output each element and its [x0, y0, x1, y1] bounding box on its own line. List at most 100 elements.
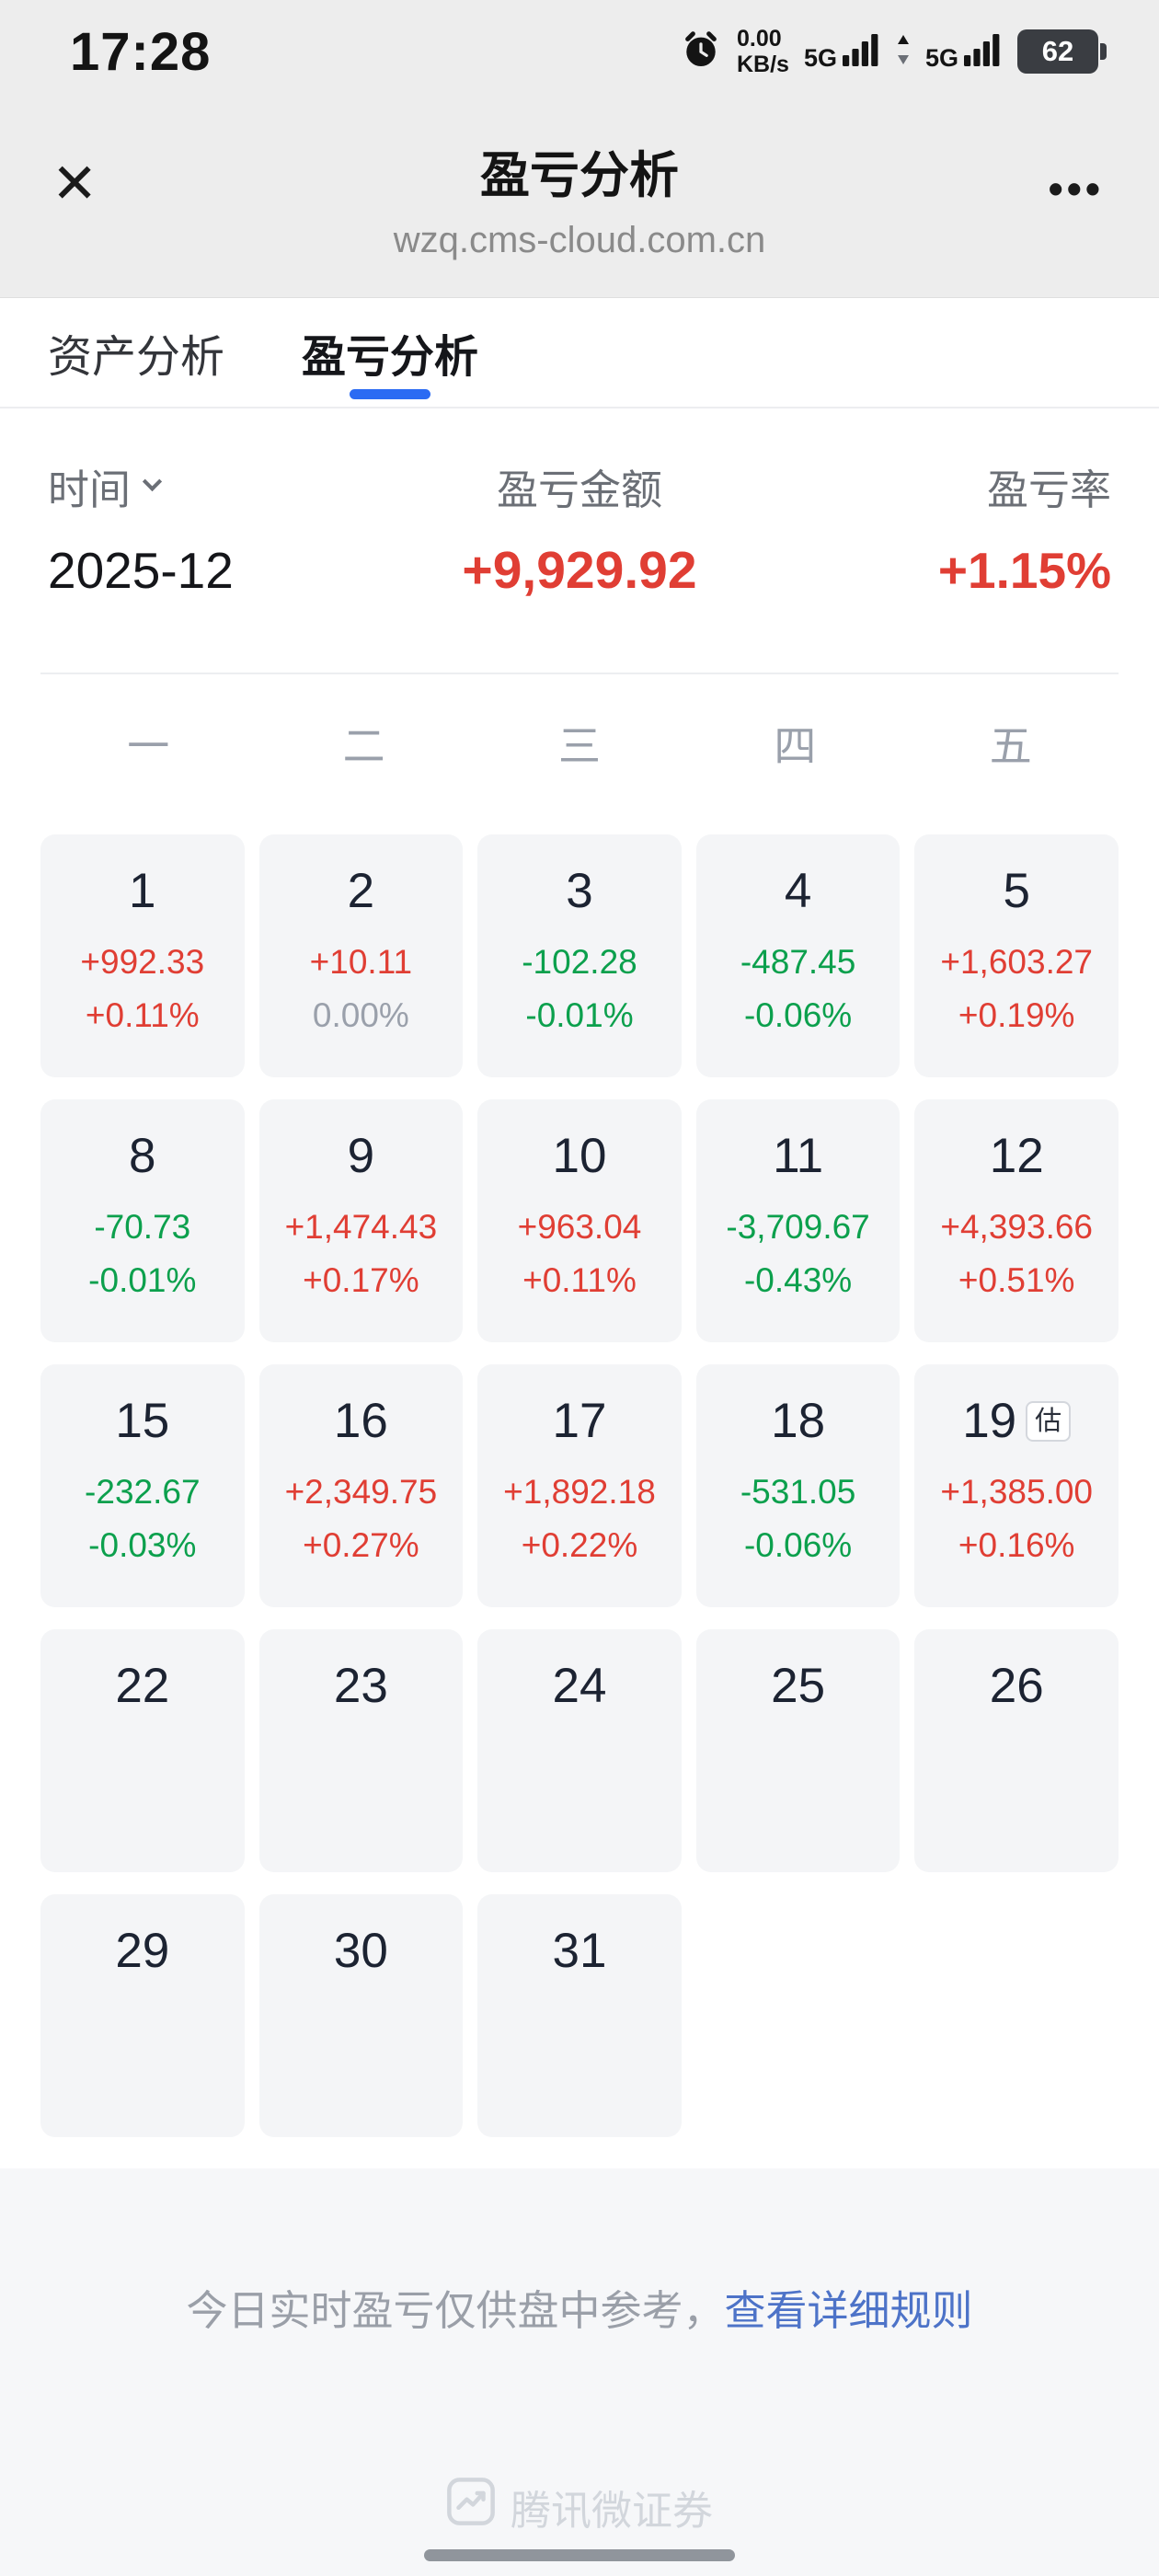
day-number: 19 估: [914, 1394, 1119, 1449]
calendar-day-cell[interactable]: 24: [477, 1629, 682, 1872]
rate-column-label: 盈亏率: [986, 466, 1111, 513]
calendar-day-cell[interactable]: 10 +963.04 +0.11%: [477, 1099, 682, 1342]
day-percent: -0.01%: [88, 1261, 197, 1299]
chevron-down-icon: [142, 471, 163, 492]
day-percent: -0.06%: [743, 996, 853, 1034]
tab-bar: 资产分析 盈亏分析: [0, 298, 1159, 408]
day-number: 16: [333, 1394, 388, 1448]
day-amount: -232.67: [85, 1473, 201, 1511]
home-indicator[interactable]: [424, 2549, 735, 2561]
day-number: 3: [566, 864, 593, 918]
weekday-label: 三: [557, 722, 601, 770]
calendar-day-cell[interactable]: 4 -487.45 -0.06%: [695, 834, 901, 1077]
calendar-day-cell[interactable]: 18 -531.05 -0.06%: [695, 1364, 901, 1607]
data-arrows-icon: [896, 32, 911, 72]
day-percent: +0.16%: [958, 1526, 1075, 1564]
day-percent: 0.00%: [312, 996, 409, 1034]
calendar-day-cell[interactable]: 11 -3,709.67 -0.43%: [695, 1099, 901, 1342]
calendar-day-cell[interactable]: 9 +1,474.43 +0.17%: [258, 1099, 464, 1342]
more-menu-icon[interactable]: •••: [1048, 165, 1104, 213]
day-amount: -102.28: [522, 943, 637, 981]
day-percent: -0.06%: [743, 1526, 853, 1564]
day-amount: +1,892.18: [503, 1473, 656, 1511]
status-bar: 17:28 0.00 KB/s 5G: [0, 0, 1159, 103]
page-title: 盈亏分析: [480, 148, 679, 203]
day-percent: +0.22%: [521, 1526, 638, 1564]
day-amount: -3,709.67: [726, 1208, 870, 1246]
day-number: 24: [552, 1659, 607, 1713]
calendar-day-cell[interactable]: 15 -232.67 -0.03%: [40, 1364, 245, 1607]
battery-indicator: 62: [1017, 29, 1107, 74]
weekday-label: 一: [127, 722, 170, 770]
day-number: 31: [552, 1924, 607, 1978]
calendar-day-cell[interactable]: 29: [40, 1894, 245, 2137]
calendar-day-cell[interactable]: 23: [258, 1629, 464, 1872]
calendar-day-cell[interactable]: 12 +4,393.66 +0.51%: [914, 1099, 1119, 1342]
signal-bars-icon: [842, 32, 881, 72]
close-icon[interactable]: ✕: [52, 153, 98, 214]
day-number: 10: [552, 1129, 607, 1183]
selected-period: 2025-12: [48, 542, 234, 599]
calendar-day-cell[interactable]: 22: [40, 1629, 245, 1872]
day-number-text: 19: [962, 1394, 1017, 1448]
day-percent: +0.27%: [303, 1526, 419, 1564]
day-amount: +1,603.27: [940, 943, 1094, 981]
calendar-day-cell[interactable]: 1 +992.33 +0.11%: [40, 834, 245, 1077]
estimate-badge: 估: [1026, 1401, 1072, 1442]
calendar-day-cell[interactable]: 26: [914, 1629, 1119, 1872]
summary-panel: 时间 盈亏金额 盈亏率 2025-12 +9,929.92 +1.15%: [0, 408, 1159, 601]
active-tab-indicator: [350, 389, 431, 399]
tab-pl-analysis[interactable]: 盈亏分析: [302, 298, 478, 407]
calendar-day-cell[interactable]: 25: [695, 1629, 901, 1872]
detail-rules-link[interactable]: 查看详细规则: [724, 2287, 973, 2334]
day-percent: +0.19%: [958, 996, 1075, 1034]
day-number: 11: [773, 1129, 824, 1183]
calendar-day-cell[interactable]: 19 估 +1,385.00 +0.16%: [914, 1364, 1119, 1607]
tab-asset-analysis[interactable]: 资产分析: [48, 333, 225, 382]
day-amount: +1,385.00: [940, 1473, 1094, 1511]
browser-header: ✕ 盈亏分析 wzq.cms-cloud.com.cn •••: [0, 103, 1159, 298]
day-percent: +0.11%: [85, 996, 200, 1034]
day-amount: +1,474.43: [284, 1208, 438, 1246]
time-filter-dropdown[interactable]: 时间: [48, 456, 402, 516]
day-number: 18: [771, 1394, 826, 1448]
day-number: 17: [552, 1394, 607, 1448]
day-number: 12: [989, 1129, 1044, 1183]
calendar-day-cell[interactable]: 17 +1,892.18 +0.22%: [477, 1364, 682, 1607]
day-number: 30: [333, 1924, 388, 1978]
calendar-day-cell[interactable]: 30: [258, 1894, 464, 2137]
day-number: 5: [1003, 864, 1030, 918]
day-number: 23: [333, 1659, 388, 1713]
day-number: 29: [115, 1924, 170, 1978]
day-amount: +992.33: [80, 943, 205, 981]
day-number: 26: [989, 1659, 1044, 1713]
pl-calendar: 1 +992.33 +0.11% 2 +10.11 0.00% 3 -102.2…: [40, 834, 1119, 2137]
signal-bars-icon: [964, 32, 1003, 72]
footer-note-text: 今日实时盈亏仅供盘中参考，: [186, 2287, 725, 2334]
page-url: wzq.cms-cloud.com.cn: [393, 220, 766, 260]
clock-time: 17:28: [70, 21, 212, 82]
alarm-icon: [680, 29, 722, 75]
day-number: 1: [129, 864, 156, 918]
calendar-day-cell[interactable]: 5 +1,603.27 +0.19%: [914, 834, 1119, 1077]
footer-section: 今日实时盈亏仅供盘中参考，查看详细规则 腾讯微证券: [0, 2168, 1159, 2576]
calendar-day-cell[interactable]: 3 -102.28 -0.01%: [477, 834, 682, 1077]
day-amount: +963.04: [517, 1208, 642, 1246]
calendar-day-cell[interactable]: 31: [477, 1894, 682, 2137]
calendar-day-cell[interactable]: 8 -70.73 -0.01%: [40, 1099, 245, 1342]
weekday-label: 二: [342, 722, 385, 770]
weekday-label: 四: [774, 722, 817, 770]
day-percent: -0.01%: [525, 996, 634, 1034]
brand-name: 腾讯微证券: [511, 2488, 713, 2534]
sim2-signal: 5G: [925, 32, 1003, 72]
brand-watermark: 腾讯微证券: [446, 2477, 713, 2536]
day-amount: +4,393.66: [940, 1208, 1094, 1246]
calendar-day-cell[interactable]: 2 +10.11 0.00%: [258, 834, 464, 1077]
day-number: 15: [115, 1394, 170, 1448]
divider: [40, 673, 1119, 674]
day-percent: +0.17%: [303, 1261, 419, 1299]
day-amount: -487.45: [740, 943, 856, 981]
day-percent: -0.03%: [88, 1526, 197, 1564]
day-number: 2: [347, 864, 375, 918]
calendar-day-cell[interactable]: 16 +2,349.75 +0.27%: [258, 1364, 464, 1607]
